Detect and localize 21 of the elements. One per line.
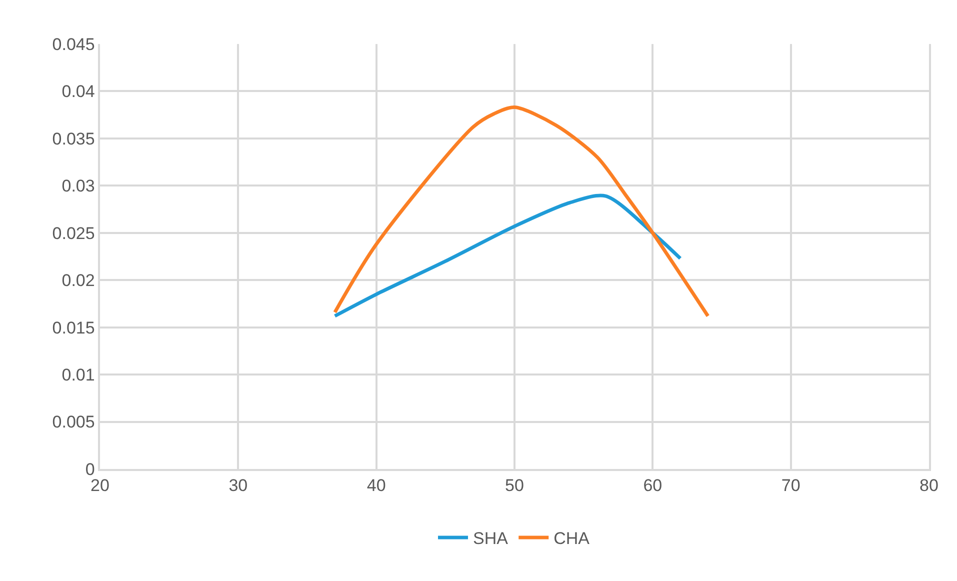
y-tick-label: 0.04: [62, 82, 95, 102]
x-tick-label: 30: [228, 476, 248, 496]
x-tick-label: 20: [90, 476, 110, 496]
legend-label: CHA: [554, 529, 590, 548]
x-tick-label: 40: [366, 476, 386, 496]
y-tick-label: 0.005: [52, 412, 95, 432]
line-series: [333, 194, 682, 318]
y-tick-label: 0.03: [62, 176, 95, 196]
x-tick-label: 50: [505, 476, 524, 496]
x-tick-label: 80: [920, 476, 938, 496]
y-tick-label: 0.035: [52, 129, 95, 148]
y-tick-label: 0.01: [62, 366, 95, 385]
x-tick-label: 70: [781, 476, 800, 496]
x-tick-label: 60: [643, 476, 662, 496]
legend-label: SHA: [473, 529, 509, 548]
y-tick-label: 0.025: [52, 224, 95, 243]
y-tick-label: 0: [85, 460, 95, 479]
y-tick-label: 0.045: [52, 34, 95, 54]
line-series: [333, 106, 710, 318]
y-tick-label: 0.015: [52, 318, 95, 338]
y-tick-label: 0.02: [62, 271, 95, 290]
